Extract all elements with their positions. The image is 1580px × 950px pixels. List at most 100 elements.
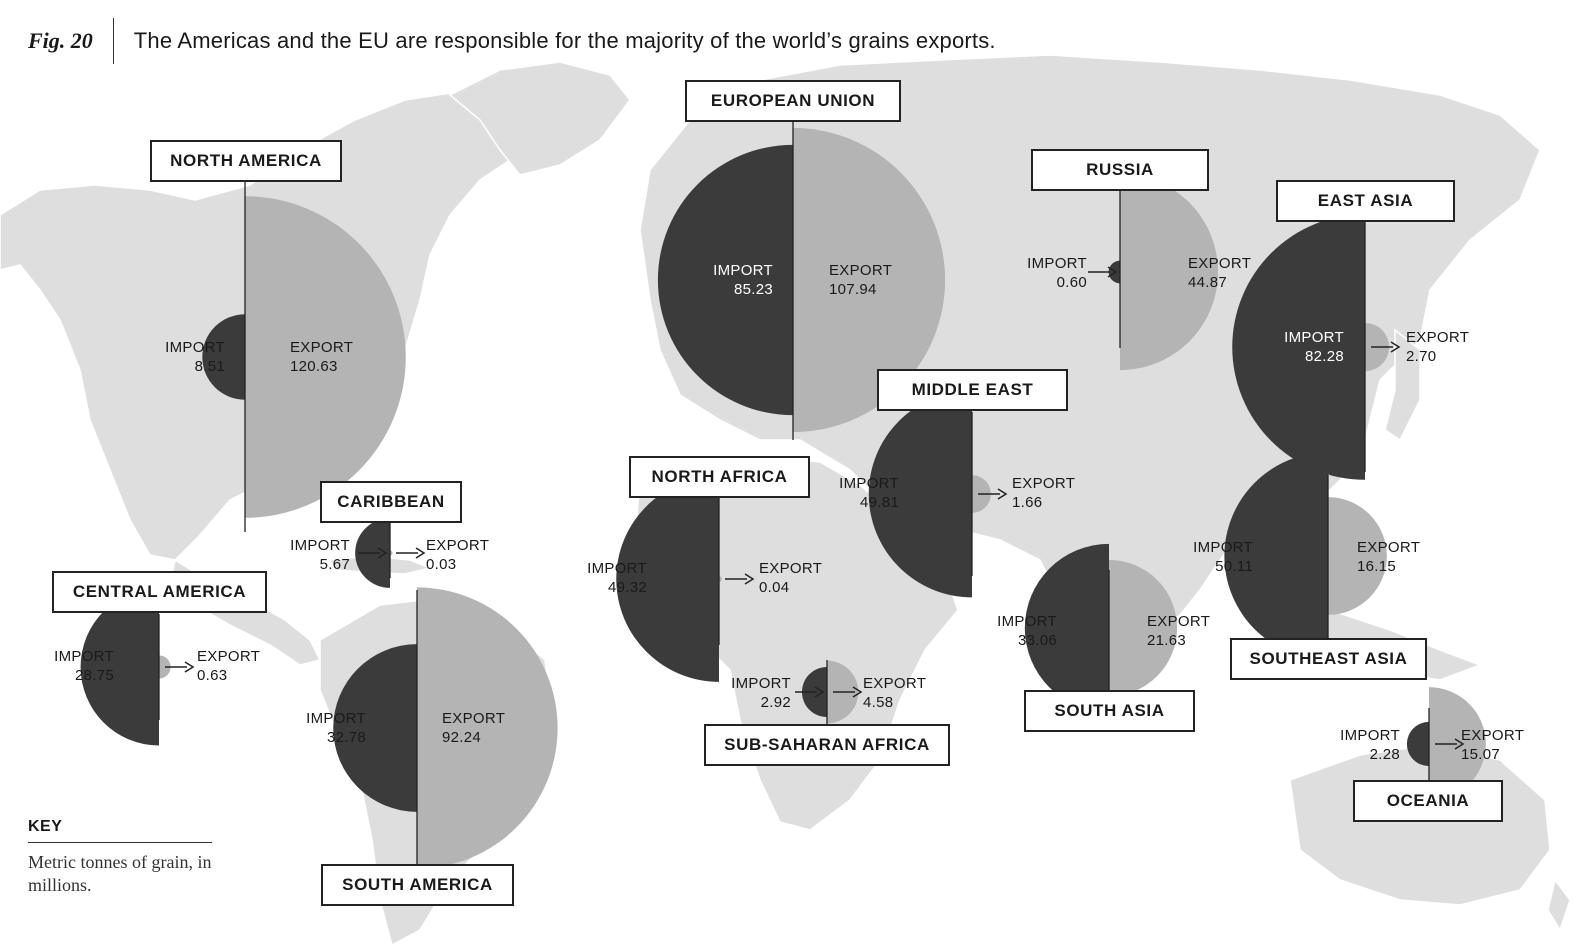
north-africa-import-label: IMPORT 49.32 [587, 559, 647, 597]
north-america-name-box: NORTH AMERICA [150, 140, 342, 182]
russia-export-label-title: EXPORT [1188, 255, 1252, 272]
north-america-export-label-value: 120.63 [290, 358, 338, 375]
european-union-import-semicircle [657, 144, 793, 416]
sub-saharan-africa-export-label-title: EXPORT [863, 675, 927, 692]
north-africa-name-box: NORTH AFRICA [629, 456, 810, 498]
central-america-import-label: IMPORT 28.75 [54, 647, 114, 685]
north-america-import-label-value: 8.51 [194, 358, 225, 375]
key-title: KEY [28, 818, 212, 843]
chart-marks [80, 122, 1486, 869]
land-greenland [448, 61, 631, 176]
middle-east-import-label-value: 49.81 [859, 494, 899, 511]
middle-east-export-label-title: EXPORT [1012, 475, 1076, 492]
southeast-asia-export-label-value: 16.15 [1357, 558, 1397, 575]
oceania-import-label-title: IMPORT [1340, 727, 1400, 744]
central-america-name-box: CENTRAL AMERICA [52, 571, 267, 613]
north-america-export-semicircle [245, 196, 406, 518]
russia-export-label: EXPORT 44.87 [1188, 254, 1251, 292]
south-america-name-box: SOUTH AMERICA [321, 864, 514, 906]
south-america-export-label: EXPORT 92.24 [442, 709, 505, 747]
sub-saharan-africa-name-box: SUB-SAHARAN AFRICA [704, 724, 950, 766]
central-america-export-label: EXPORT 0.63 [197, 647, 260, 685]
east-asia-import-label-value: 82.28 [1304, 348, 1344, 365]
central-america-import-label-title: IMPORT [54, 648, 114, 665]
russia-import-label-value: 0.60 [1056, 274, 1087, 291]
east-asia-export-label: EXPORT 2.70 [1406, 328, 1469, 366]
caribbean-export-label-title: EXPORT [426, 537, 490, 554]
caribbean-export-label-value: 0.03 [426, 556, 457, 573]
european-union-import-label: IMPORT 85.23 [713, 261, 773, 299]
south-america-export-label-value: 92.24 [442, 729, 482, 746]
central-america-export-semicircle [159, 655, 171, 679]
central-america-export-arrow-head [184, 661, 195, 673]
sub-saharan-africa-export-arrow-head [852, 686, 863, 698]
south-asia-import-label: IMPORT 33.06 [997, 612, 1057, 650]
south-america-export-label-title: EXPORT [442, 710, 506, 727]
south-asia-import-label-title: IMPORT [997, 613, 1057, 630]
land-new-zealand [1547, 878, 1571, 932]
middle-east-export-label-value: 1.66 [1012, 494, 1043, 511]
sub-saharan-africa-import-label-value: 2.92 [760, 694, 791, 711]
caribbean-name-box: CARIBBEAN [320, 481, 462, 523]
south-asia-export-semicircle [1109, 559, 1178, 697]
caribbean-import-arrow-head [377, 547, 388, 559]
north-africa-export-label-value: 0.04 [759, 579, 790, 596]
oceania-export-arrow-head [1454, 738, 1465, 750]
south-asia-name-box: SOUTH ASIA [1024, 690, 1195, 732]
sub-saharan-africa-export-label-value: 4.58 [863, 694, 894, 711]
south-asia-import-semicircle [1024, 543, 1109, 713]
oceania-name-box: OCEANIA [1353, 780, 1503, 822]
oceania-import-label: IMPORT 2.28 [1340, 726, 1400, 764]
central-america-export-label-title: EXPORT [197, 648, 261, 665]
middle-east-name-box: MIDDLE EAST [877, 369, 1068, 411]
russia-import-label-title: IMPORT [1027, 255, 1087, 272]
oceania-export-label-title: EXPORT [1461, 727, 1525, 744]
south-america-import-label-value: 32.78 [326, 729, 366, 746]
european-union-import-label-value: 85.23 [733, 281, 773, 298]
russia-export-label-value: 44.87 [1188, 274, 1228, 291]
south-america-import-semicircle [333, 644, 417, 812]
north-africa-export-semicircle [719, 576, 722, 582]
south-asia-import-label-value: 33.06 [1017, 632, 1057, 649]
north-america-import-label: IMPORT 8.51 [165, 338, 225, 376]
sub-saharan-africa-export-label: EXPORT 4.58 [863, 674, 926, 712]
east-asia-export-label-value: 2.70 [1406, 348, 1437, 365]
european-union-export-label: EXPORT 107.94 [829, 261, 892, 299]
european-union-export-semicircle [793, 127, 946, 433]
southeast-asia-export-semicircle [1328, 497, 1387, 615]
figure-header: Fig. 20 The Americas and the EU are resp… [28, 18, 996, 64]
southeast-asia-import-semicircle [1224, 452, 1328, 660]
east-asia-import-label: IMPORT 82.28 [1284, 328, 1344, 366]
southeast-asia-import-label: IMPORT 50.11 [1193, 538, 1253, 576]
north-america-import-label-title: IMPORT [165, 339, 225, 356]
south-asia-export-label-title: EXPORT [1147, 613, 1211, 630]
legend-key: KEY Metric tonnes of grain, in millions. [28, 818, 212, 897]
north-africa-import-label-value: 49.32 [607, 579, 647, 596]
north-africa-export-label: EXPORT 0.04 [759, 559, 822, 597]
east-asia-export-arrow-head [1390, 341, 1401, 353]
north-america-export-label: EXPORT 120.63 [290, 338, 353, 376]
oceania-export-label-value: 15.07 [1461, 746, 1501, 763]
european-union-export-label-title: EXPORT [829, 262, 893, 279]
central-america-import-semicircle [80, 588, 159, 746]
north-africa-import-label-title: IMPORT [587, 560, 647, 577]
middle-east-import-label: IMPORT 49.81 [839, 474, 899, 512]
european-union-export-label-value: 107.94 [829, 281, 877, 298]
land-japan [1384, 328, 1421, 442]
southeast-asia-import-label-title: IMPORT [1193, 539, 1253, 556]
south-asia-export-label-value: 21.63 [1147, 632, 1187, 649]
oceania-export-label: EXPORT 15.07 [1461, 726, 1524, 764]
middle-east-import-label-title: IMPORT [839, 475, 899, 492]
southeast-asia-export-label-title: EXPORT [1357, 539, 1421, 556]
central-america-export-label-value: 0.63 [197, 667, 228, 684]
middle-east-export-label: EXPORT 1.66 [1012, 474, 1075, 512]
north-africa-import-semicircle [616, 476, 719, 682]
sub-saharan-africa-import-label: IMPORT 2.92 [731, 674, 791, 712]
central-america-import-label-value: 28.75 [74, 667, 114, 684]
east-asia-export-label-title: EXPORT [1406, 329, 1470, 346]
middle-east-export-arrow-head [997, 488, 1008, 500]
russia-name-box: RUSSIA [1031, 149, 1209, 191]
south-america-import-label-title: IMPORT [306, 710, 366, 727]
caribbean-import-label-value: 5.67 [319, 556, 350, 573]
southeast-asia-name-box: SOUTHEAST ASIA [1230, 638, 1427, 680]
